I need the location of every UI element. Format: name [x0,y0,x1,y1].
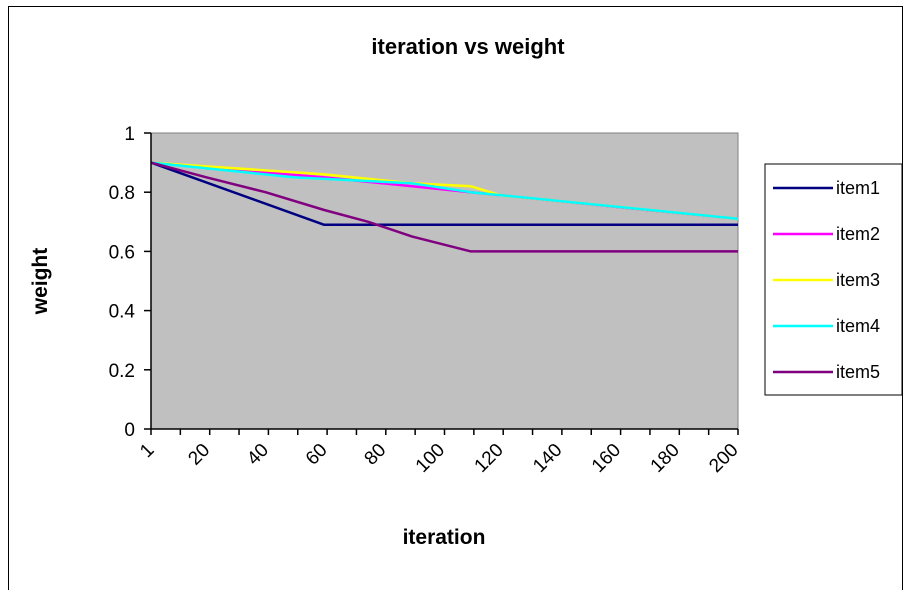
x-tick-label: 140 [529,440,566,477]
x-tick-label: 180 [647,440,684,477]
x-tick-label: 20 [185,440,215,470]
x-tick-label: 120 [471,440,508,477]
series-line-item4 [150,161,739,221]
series-line-item1 [150,161,738,227]
x-axis-ticks: 1 20 40 60 80 100 120 140 160 180 200 [136,429,743,477]
y-tick-label: 0.6 [109,242,135,263]
legend-items: item1 item2 item3 item4 item5 [773,178,880,382]
series-line-item5 [150,161,738,253]
y-tick-label: 0.8 [109,183,135,204]
x-tick-label: 100 [412,440,449,477]
y-axis-title: weight [29,248,52,316]
x-tick-label: 60 [302,440,332,470]
y-tick-label: 1 [124,124,135,145]
legend-label-item5: item5 [836,362,880,382]
x-tick-label: 40 [243,440,273,470]
x-axis-title: iteration [403,526,486,549]
legend-label-item2: item2 [836,224,880,244]
chart-title: iteration vs weight [371,34,565,59]
legend-label-item1: item1 [836,178,880,198]
plot-area [150,132,739,430]
legend-label-item3: item3 [836,270,880,290]
x-tick-label: 1 [136,440,158,462]
y-tick-label: 0.4 [109,302,136,323]
x-tick-label: 160 [588,440,625,477]
legend-label-item4: item4 [836,316,880,336]
x-tick-label: 80 [361,440,391,470]
y-tick-label: 0.2 [109,361,135,382]
x-tick-label: 200 [705,440,742,477]
y-axis-ticks: 0 0.2 0.4 0.6 0.8 1 [109,124,151,441]
y-tick-label: 0 [124,420,135,441]
series-layer [150,161,739,253]
legend: item1 item2 item3 item4 item5 [764,163,903,396]
